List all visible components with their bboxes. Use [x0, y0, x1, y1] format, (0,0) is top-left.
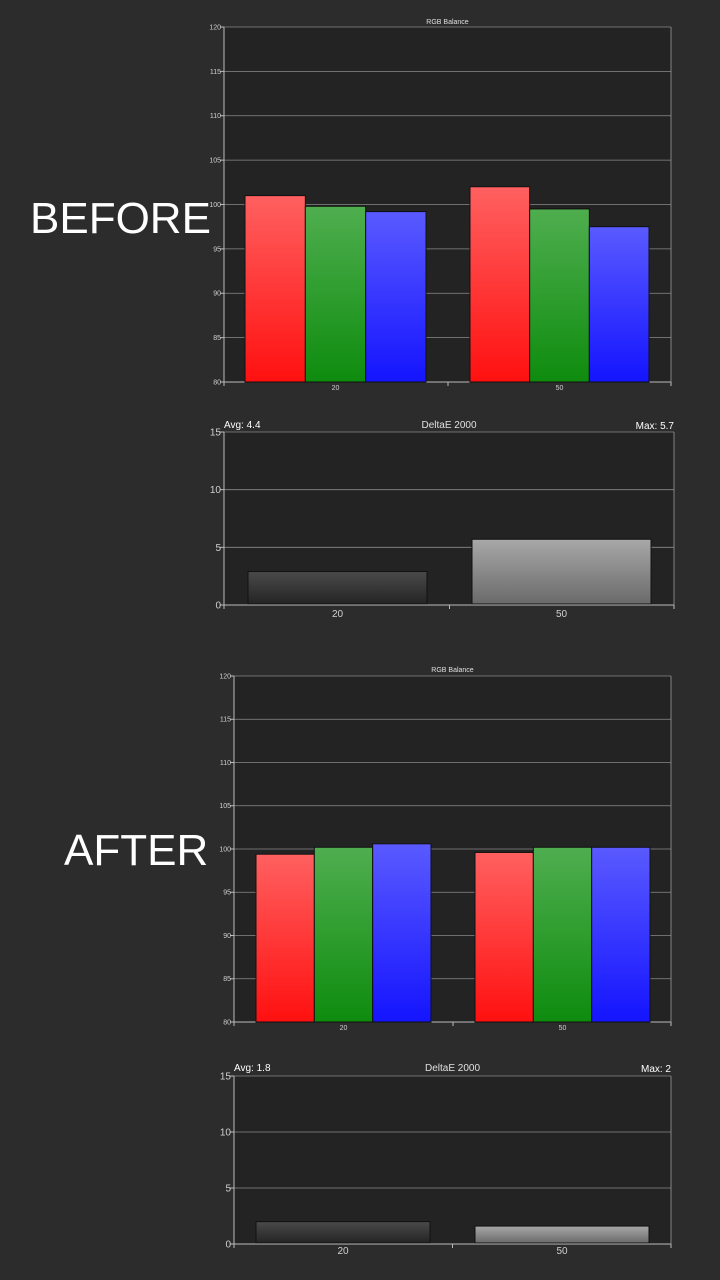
bar-red-20 [244, 195, 306, 383]
y-tick-label: 110 [220, 760, 231, 767]
bar-red-50 [474, 851, 534, 1023]
y-tick-label: 5 [225, 1184, 231, 1195]
x-tick-label: 20 [332, 609, 344, 620]
y-tick-label: 120 [219, 673, 231, 680]
y-tick-label: 115 [220, 717, 231, 724]
x-tick-label: 50 [559, 1025, 567, 1032]
y-tick-label: 5 [215, 543, 221, 554]
y-tick-label: 95 [223, 890, 231, 897]
bar-deltae-20 [255, 1221, 431, 1244]
y-tick-label: 100 [209, 202, 221, 209]
y-tick-label: 105 [219, 803, 231, 810]
y-tick-label: 115 [210, 69, 221, 76]
bar-green-20 [313, 846, 374, 1023]
y-tick-label: 15 [220, 1072, 232, 1083]
y-tick-label: 110 [210, 113, 221, 120]
x-tick-label: 20 [340, 1025, 348, 1032]
y-tick-label: 120 [209, 24, 221, 31]
max-label: Max: 2 [641, 1064, 671, 1075]
chart-title: DeltaE 2000 [425, 1063, 480, 1074]
plot-area [234, 1076, 671, 1244]
max-label: Max: 5.7 [636, 421, 675, 432]
x-tick-label: 50 [556, 385, 564, 392]
chart-title: RGB Balance [426, 19, 469, 26]
y-tick-label: 0 [215, 601, 221, 612]
y-tick-label: 90 [223, 933, 231, 940]
bar-blue-20 [372, 843, 432, 1023]
x-tick-label: 20 [337, 1246, 349, 1257]
bar-green-50 [529, 208, 590, 383]
bar-deltae-20 [247, 571, 428, 605]
bar-blue-20 [365, 211, 427, 383]
bar-deltae-50 [471, 538, 652, 605]
y-tick-label: 100 [219, 846, 231, 853]
x-tick-label: 20 [332, 385, 340, 392]
y-tick-label: 90 [213, 291, 221, 298]
y-tick-label: 85 [213, 335, 221, 342]
y-tick-label: 10 [210, 485, 222, 496]
y-tick-label: 105 [209, 158, 221, 165]
y-tick-label: 80 [223, 1019, 231, 1026]
y-tick-label: 95 [213, 246, 221, 253]
before-label: BEFORE [30, 194, 211, 243]
bar-blue-50 [588, 226, 650, 383]
y-tick-label: 15 [210, 428, 222, 439]
after-label: AFTER [64, 826, 209, 875]
bar-deltae-50 [474, 1225, 650, 1244]
bar-red-20 [255, 853, 315, 1023]
x-tick-label: 50 [556, 1246, 568, 1257]
chart-title: DeltaE 2000 [421, 420, 476, 431]
y-tick-label: 0 [225, 1240, 231, 1251]
avg-label: Avg: 4.4 [224, 420, 261, 431]
bar-blue-50 [591, 846, 651, 1023]
bar-red-50 [469, 186, 531, 383]
y-tick-label: 80 [213, 379, 221, 386]
chart-title: RGB Balance [431, 667, 474, 674]
y-tick-label: 85 [223, 976, 231, 983]
y-tick-label: 10 [220, 1128, 232, 1139]
avg-label: Avg: 1.8 [234, 1063, 271, 1074]
x-tick-label: 50 [556, 609, 568, 620]
